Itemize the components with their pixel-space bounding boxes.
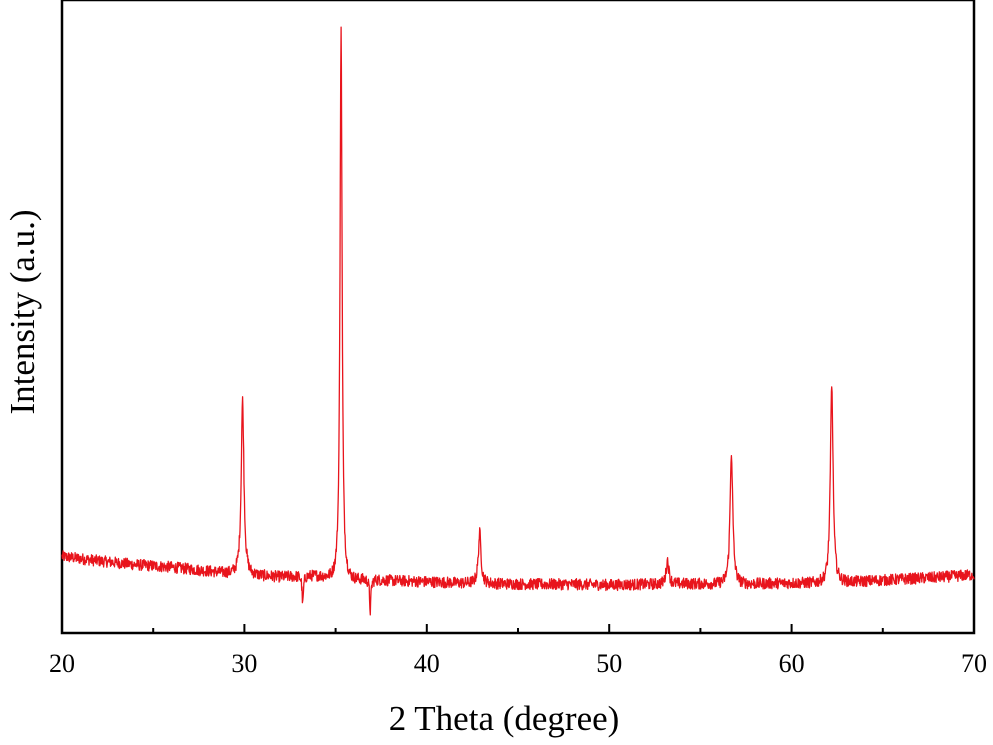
x-tick-label: 30 [231, 649, 257, 678]
x-tick-label: 70 [961, 649, 987, 678]
plot-frame [60, 0, 976, 635]
x-axis-ticks [61, 624, 975, 633]
x-axis-tick-labels: 20 30 40 50 60 70 [49, 649, 987, 678]
x-tick-label: 50 [596, 649, 622, 678]
x-tick-label: 60 [779, 649, 805, 678]
x-tick-label: 40 [414, 649, 440, 678]
series-line [61, 26, 975, 616]
y-axis-title: Intensity (a.u.) [3, 209, 42, 414]
x-tick-label: 20 [49, 649, 75, 678]
x-axis-title: 2 Theta (degree) [389, 699, 620, 738]
